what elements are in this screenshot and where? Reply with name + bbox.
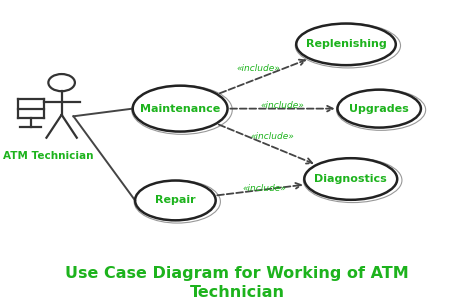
- Text: Diagnostics: Diagnostics: [314, 174, 387, 184]
- Text: Maintenance: Maintenance: [140, 104, 220, 114]
- Text: Repair: Repair: [155, 196, 196, 205]
- Text: «include»: «include»: [243, 184, 286, 193]
- Text: Upgrades: Upgrades: [349, 104, 409, 114]
- Text: «include»: «include»: [251, 132, 294, 141]
- Text: Replenishing: Replenishing: [306, 39, 386, 49]
- Text: ATM Technician: ATM Technician: [3, 151, 93, 162]
- Text: «include»: «include»: [237, 64, 280, 73]
- Text: Use Case Diagram for Working of ATM
Technician: Use Case Diagram for Working of ATM Tech…: [65, 266, 409, 300]
- Text: «include»: «include»: [260, 101, 304, 110]
